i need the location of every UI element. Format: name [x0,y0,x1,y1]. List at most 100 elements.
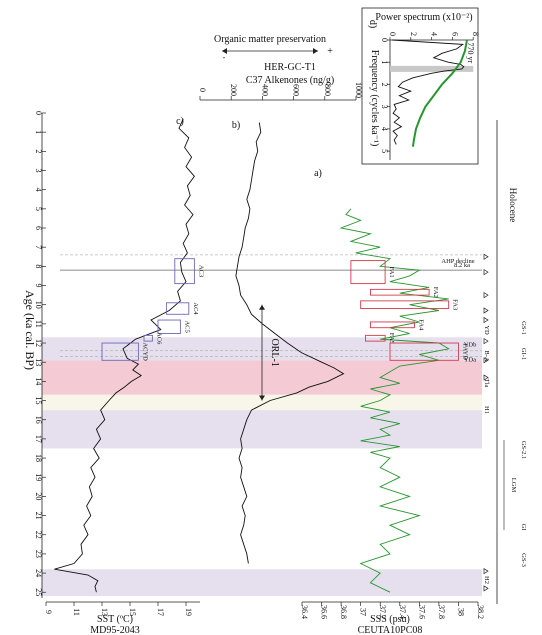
a-box-label-4: FA5 [388,333,395,344]
age-marker-4 [483,316,489,324]
c-tick-label-3: 15 [128,608,137,616]
c-box-4 [101,342,139,361]
panel-b-title: Organic matter preservation [214,34,326,45]
a-box-3 [369,321,415,329]
label-lgm: LGM [510,478,517,493]
age-tick-label-8: 8 [34,264,43,268]
panel-c-label: c) [176,116,184,127]
age-marker-8 [483,568,489,575]
panel-d-title: Power spectrum (x10⁻²) [375,12,472,23]
age-marker-6 [483,357,489,364]
a-tick-label-8: 38 [456,608,465,616]
panel-a-xlabel2: CEUTA10PC08 [358,625,423,635]
age-tick-label-9: 9 [34,284,43,288]
b-tick-label-1: 200 [229,84,238,96]
label-holocene: Holocene [508,188,518,222]
a-box-1 [369,288,430,296]
age-marker-3 [483,307,489,314]
a-series-line [339,208,450,593]
a-box-2 [360,300,450,309]
panel-a-sss: 36.4 36.6 36.8 37 37.2 37.4 37.6 37.8 38 38.2 FA1 F… [300,168,485,635]
stratigraphy-labels: Holocene GS-1 GI-1 GS-2.1 LGM GI GS-3 YD… [483,120,527,604]
a-box-label-0: FA1 [388,267,395,278]
age-tick-label-2: 2 [34,149,43,153]
inset-confidence-line [411,39,468,147]
c-tick-label-1: 11 [72,608,81,616]
label-h1: H1 [483,406,490,414]
label-8-2ka: 8.2 ka [454,262,470,269]
yda-label: YDa [464,356,476,363]
age-axis-label: Age (ka cal. BP) [23,290,37,370]
panel-a-label: a) [314,168,322,179]
a-box-label-5: FAYD [461,343,468,360]
b-tick-label-4: 800 [323,84,332,96]
c-box-1 [165,302,190,315]
label-gi1: GI-1 [520,348,527,360]
inset-ytick-label-3: 3 [380,105,389,109]
panel-b-label: b) [232,120,240,131]
c-box-label-4: ACYD [141,342,148,361]
panel-c-xlabel2: MD95-2043 [90,625,139,635]
age-tick-label-5: 5 [34,207,43,211]
inset-xtick-label-0: 0 [388,32,397,36]
age-tick-label-15: 15 [34,397,43,405]
preservation-plus: + [327,46,333,57]
b-tick-label-2: 400 [260,84,269,96]
label-yd: YD [483,325,490,335]
age-tick-label-7: 7 [34,245,43,249]
a-tick-label-1: 36.6 [320,605,329,619]
c-box-label-2: AC5 [183,321,190,333]
age-tick-label-20: 20 [34,492,43,500]
panel-d-peak-label: 770 yr [466,43,475,64]
panel-b-xlabel: HER-GC-T1 [264,62,316,73]
a-tick-label-0: 36.4 [300,605,309,619]
age-control-markers [483,253,489,592]
age-tick-label-22: 22 [34,531,43,539]
c-tick-label-5: 19 [184,608,193,616]
age-tick-label-21: 21 [34,512,43,520]
ydb-label: YDb [464,342,477,349]
label-h2: H2 [483,576,490,584]
age-marker-5 [483,337,489,345]
age-tick-label-4: 4 [34,188,43,192]
c-series-line [54,118,195,593]
age-tick-label-19: 19 [34,473,43,481]
age-marker-1 [483,268,489,276]
a-box-label-3: FA4 [417,319,424,331]
age-tick-label-16: 16 [34,416,43,424]
age-marker-0 [483,253,489,260]
inset-frame [361,7,479,165]
age-marker-2 [483,291,489,299]
inset-ytick-label-1: 1 [380,60,389,64]
age-tick-label-1: 1 [34,130,43,134]
orl-arrow-top [259,304,265,310]
age-tick-label-18: 18 [34,454,43,462]
a-box-4 [365,334,386,342]
inset-ytick-label-5: 5 [380,149,389,153]
label-gs1: GS-1 [520,321,527,335]
age-tick-label-10: 10 [34,301,43,309]
label-gs21: GS-2.1 [520,441,527,460]
age-tick-label-11: 11 [34,320,43,328]
a-tick-label-5: 37.4 [398,605,407,619]
c-box-0 [174,258,195,285]
label-tla: Tla [483,379,490,388]
c-box-label-0: AC3 [197,265,204,277]
age-tick-label-6: 6 [34,226,43,230]
c-box-2 [157,319,181,334]
a-tick-label-3: 37 [359,608,368,616]
panel-c-xlabel: SST (ºC) [97,614,133,625]
c-box-label-1: AC4 [192,302,199,315]
inset-xtick-label-2: 4 [430,32,439,36]
panel-d-label: d) [367,20,378,28]
a-tick-label-2: 36.8 [339,605,348,619]
age-tick-label-14: 14 [34,377,43,385]
age-tick-label-13: 13 [34,358,43,366]
age-tick-label-0: 0 [34,111,43,115]
age-tick-label-3: 3 [34,169,43,173]
age-marker-7 [483,374,489,381]
a-box-label-1: FA2 [432,287,439,298]
